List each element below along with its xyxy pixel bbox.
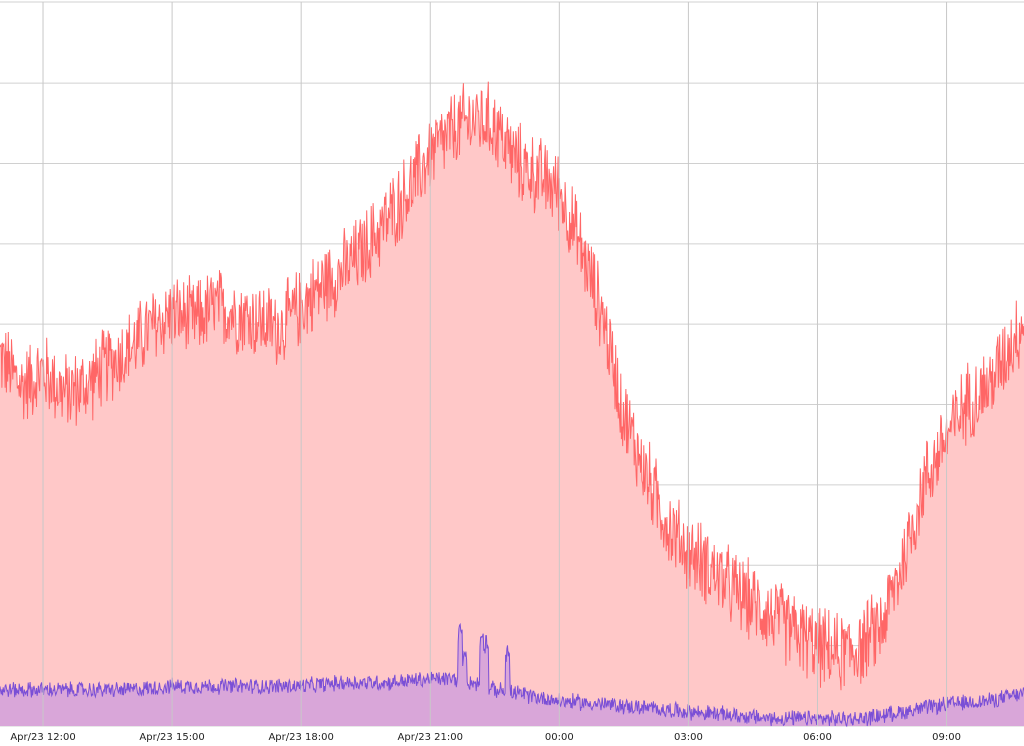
series-layer: [0, 81, 1024, 728]
x-tick-label-6: 06:00: [803, 732, 832, 743]
x-tick-label-0: Apr/23 12:00: [10, 732, 75, 743]
x-tick-label-4: 00:00: [545, 732, 574, 743]
series-1-area: [0, 624, 1024, 726]
series-0-area: [0, 81, 1024, 727]
x-axis-tick-labels: Apr/23 12:00 Apr/23 15:00 Apr/23 18:00 Apr/…: [10, 732, 961, 743]
x-tick-label-7: 09:00: [932, 732, 961, 743]
x-tick-label-1: Apr/23 15:00: [139, 732, 204, 743]
x-tick-label-5: 03:00: [674, 732, 703, 743]
series-1-line: [0, 622, 1024, 728]
x-tick-label-3: Apr/23 21:00: [398, 732, 463, 743]
series-0-line: [0, 81, 1024, 691]
vertical-gridlines: [42, 2, 948, 726]
x-tick-label-2: Apr/23 18:00: [268, 732, 333, 743]
